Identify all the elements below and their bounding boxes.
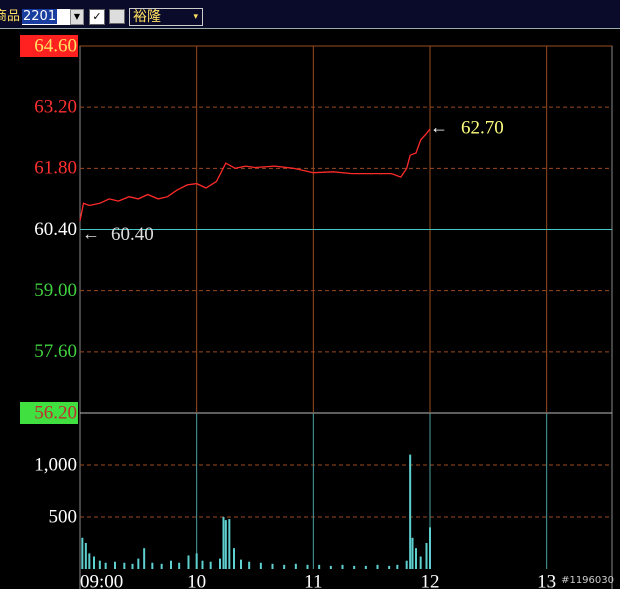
volume-bar [224, 520, 227, 569]
volume-bar [341, 564, 344, 569]
x-tick-label: 12 [421, 571, 440, 589]
volume-bar [306, 564, 309, 569]
dropdown[interactable]: ▼ [70, 9, 84, 25]
volume-bar [283, 564, 286, 569]
y-tick-label: 60.40 [34, 219, 77, 240]
volume-bar [419, 556, 422, 569]
volume-bar [201, 560, 204, 569]
volume-bar [160, 563, 163, 569]
volume-bar [104, 562, 107, 569]
toolbar: 商品 2201 ▼ ✓ 裕隆 ▾ [0, 0, 620, 29]
code-input[interactable]: 2201 [22, 9, 70, 25]
stock-name: 裕隆 [133, 9, 161, 25]
volume-bar [178, 562, 181, 569]
reference-label: 60.40 [111, 224, 154, 245]
volume-bar [143, 548, 146, 569]
annotation-arrow: ← [430, 117, 448, 137]
y-tick-bg [20, 35, 78, 57]
volume-bar [209, 561, 212, 569]
volume-bar [248, 561, 251, 569]
volume-bar [353, 565, 356, 569]
volume-bar [88, 553, 91, 569]
field-label: 商品 [0, 9, 21, 24]
volume-bar [93, 556, 95, 569]
price-line [79, 128, 431, 221]
y-tick-label: 64.60 [34, 35, 77, 56]
volume-bar [364, 565, 367, 569]
volume-bar [228, 519, 231, 569]
checkbox[interactable]: ✓ [89, 9, 105, 25]
y-tick-label: 56.20 [34, 402, 77, 423]
y-tick-bg [20, 402, 78, 424]
volume-bar [114, 561, 116, 569]
volume-bar [233, 548, 235, 569]
reference-arrow: ← [82, 224, 100, 244]
volume-bar [240, 559, 242, 569]
volume-bar [429, 527, 431, 569]
volume-bar [376, 564, 379, 569]
volume-bar [415, 548, 417, 569]
x-tick-label: 11 [304, 571, 322, 589]
volume-bar [222, 517, 225, 569]
y-tick-label: 1,000 [34, 454, 77, 475]
volume-bar [170, 560, 172, 569]
volume-bar [294, 563, 297, 569]
volume-bar [409, 454, 412, 569]
footer-id: #1196030 [561, 575, 614, 586]
volume-bar [137, 558, 140, 569]
volume-bar [151, 562, 154, 569]
volume-bar [131, 563, 134, 569]
y-tick-label: 500 [49, 506, 78, 527]
volume-bar [388, 565, 391, 569]
volume-bar [425, 543, 428, 569]
volume-bar [405, 560, 408, 569]
volume-bar [187, 555, 190, 569]
volume-bar [396, 564, 399, 569]
y-tick-label: 59.00 [34, 280, 77, 301]
code-text: 2201 [22, 9, 58, 24]
volume-bar [195, 553, 198, 569]
y-tick-label: 61.80 [34, 158, 77, 179]
volume-bar [271, 563, 274, 569]
y-tick-label: 57.60 [34, 341, 77, 362]
icon-button[interactable] [109, 9, 125, 24]
volume-bar [318, 564, 321, 569]
y-tick-label: 63.20 [34, 97, 77, 118]
x-tick-label: 13 [537, 571, 556, 589]
volume-bar [411, 537, 414, 569]
name-select[interactable]: 裕隆 ▾ [129, 8, 203, 26]
volume-bar [219, 558, 221, 569]
volume-bar [81, 537, 84, 569]
x-tick-label: 09:00 [80, 571, 123, 589]
volume-bar [123, 562, 126, 569]
volume-bar [98, 560, 101, 569]
volume-bar [329, 565, 332, 569]
volume-bar [259, 562, 262, 569]
volume-bar [84, 543, 87, 569]
x-tick-label: 10 [187, 571, 206, 589]
annotation-label: 62.70 [461, 117, 504, 138]
plot-frame [79, 45, 613, 589]
